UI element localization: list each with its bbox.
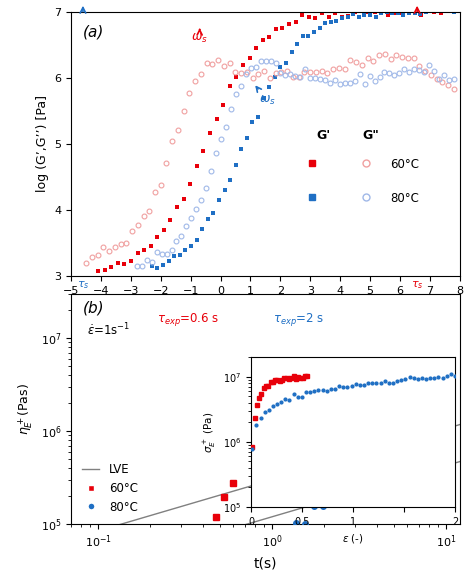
Text: (a): (a) [83, 25, 104, 40]
Text: $\tau_{exp}$=0.6 s: $\tau_{exp}$=0.6 s [156, 310, 219, 328]
X-axis label: $\varepsilon$ (-): $\varepsilon$ (-) [342, 532, 364, 545]
Text: $\dot{\varepsilon}$=1s$^{-1}$: $\dot{\varepsilon}$=1s$^{-1}$ [87, 321, 130, 338]
Text: $\tau_s$: $\tau_s$ [77, 279, 89, 291]
Y-axis label: $\eta_E^+$(Pas): $\eta_E^+$(Pas) [17, 383, 35, 435]
Text: G': G' [316, 128, 330, 142]
Text: $\tau_s$: $\tau_s$ [411, 279, 423, 291]
Text: $\omega_s$: $\omega_s$ [256, 87, 275, 107]
Text: $\tau_{exp}$=2 s: $\tau_{exp}$=2 s [273, 310, 324, 328]
Text: (b): (b) [83, 301, 104, 316]
Y-axis label: $\sigma_E^+$ (Pa): $\sigma_E^+$ (Pa) [201, 411, 218, 453]
Text: $\omega_s$: $\omega_s$ [191, 29, 208, 46]
X-axis label: t(s): t(s) [254, 556, 277, 570]
Text: G": G" [363, 128, 380, 142]
Text: 60°C: 60°C [390, 158, 419, 171]
Text: 80°C: 80°C [390, 192, 419, 205]
Y-axis label: log (G’,G’’) [Pa]: log (G’,G’’) [Pa] [36, 96, 49, 192]
Legend: LVE, 60°C, 80°C: LVE, 60°C, 80°C [77, 458, 143, 518]
X-axis label: log(ω) [rad/s]: log(ω) [rad/s] [219, 302, 312, 316]
